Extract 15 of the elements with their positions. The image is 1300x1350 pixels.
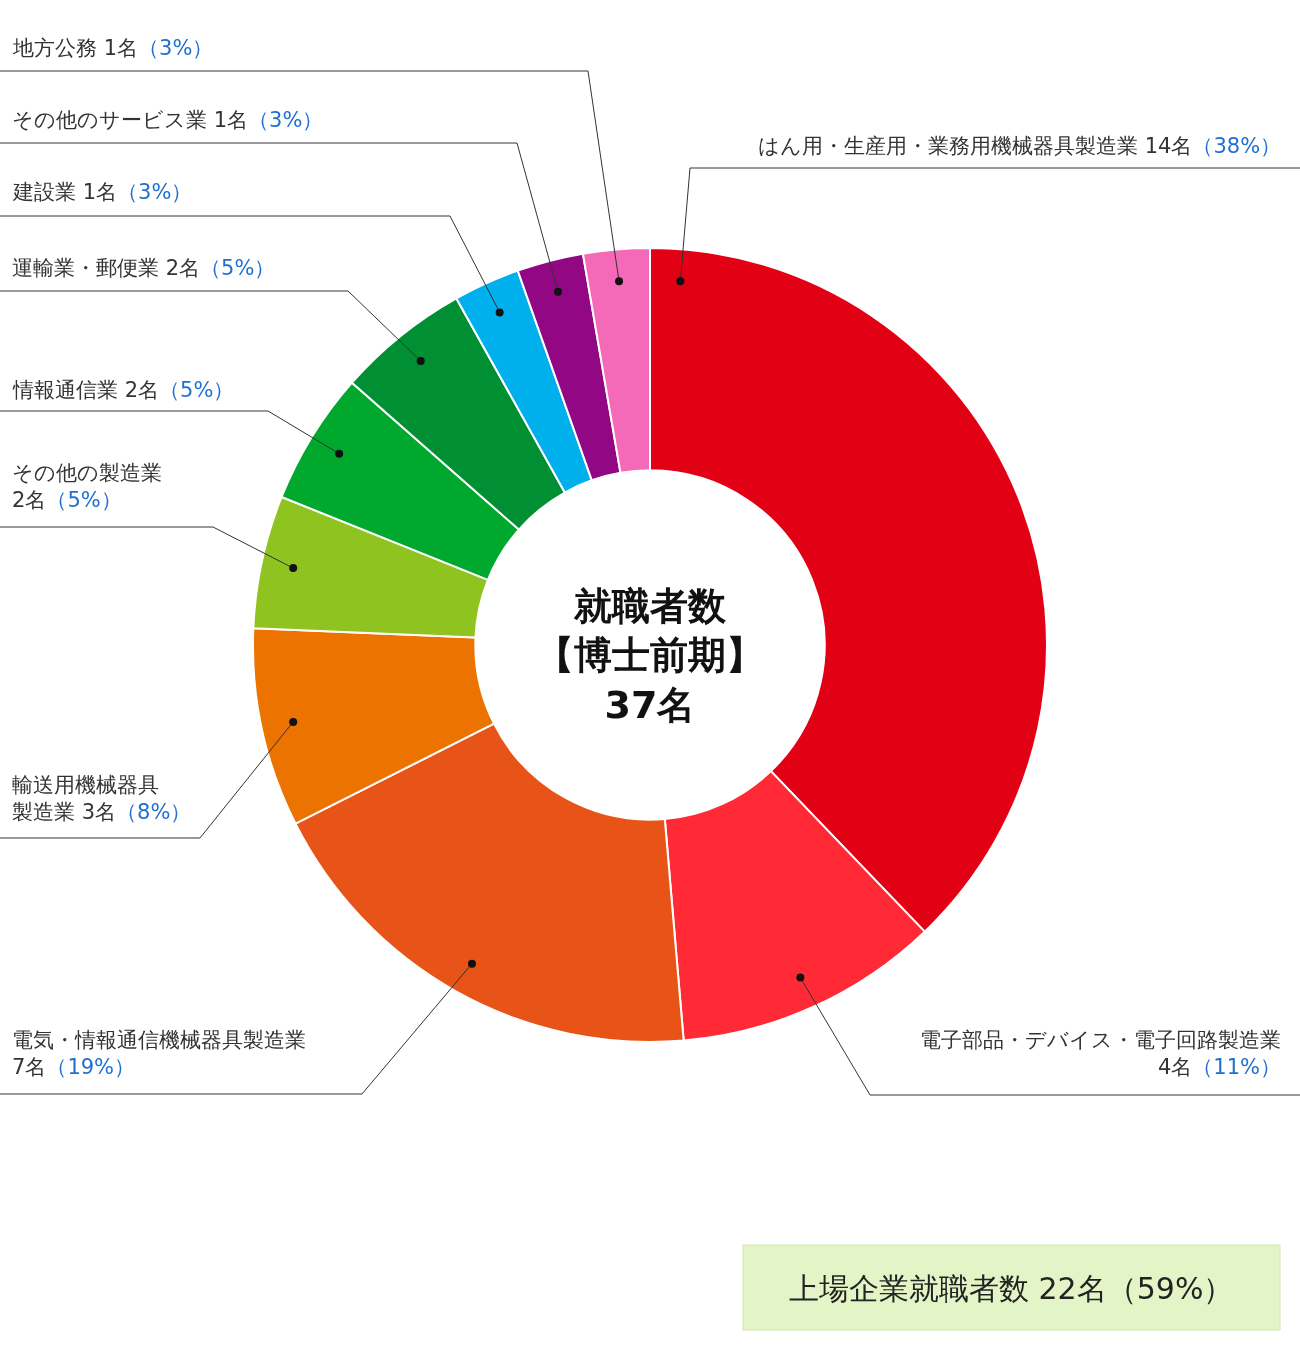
text: 就職者数【博士前期】37名	[536, 584, 764, 727]
slice-label: その他の製造業	[12, 461, 162, 485]
text: 上場企業就職者数 22名（59%）	[789, 1271, 1234, 1306]
slice-label: 輸送用機械器具製造業 3名（8%）	[12, 773, 192, 825]
slice-label: その他のサービス業 1名（3%）	[12, 108, 324, 132]
slice-label: 情報通信業 2名（5%）	[12, 378, 235, 402]
slice-label: 運輸業・郵便業 2名（5%）	[12, 256, 276, 280]
data-label: 4名（11%）	[1157, 1055, 1281, 1080]
slice-label: はん用・生産用・業務用機械器具製造業 14名（38%）	[758, 134, 1282, 158]
slice-label: 地方公務 1名（3%）	[12, 36, 214, 60]
slice-label: 建設業 1名（3%）	[12, 180, 193, 204]
slice-label: 電子部品・デバイス・電子回路製造業	[920, 1028, 1281, 1052]
data-label: 7名（19%）	[12, 1055, 136, 1080]
data-label: 2名（5%）	[12, 488, 122, 513]
slice-label: 電気・情報通信機械器具製造業	[12, 1028, 306, 1052]
